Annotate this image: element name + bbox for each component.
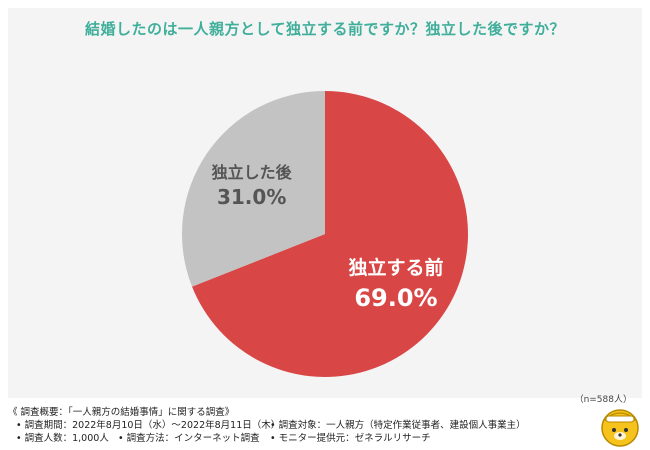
chart-title: 結婚したのは一人親方として独立する前ですか？独立した後ですか？ xyxy=(84,20,566,38)
survey-provider: • モニター提供元：ゼネラルリサーチ xyxy=(270,433,431,444)
sample-size: （n=588人） xyxy=(574,395,632,405)
pie-chart: 独立する前 69.0% 独立した後 31.0% xyxy=(182,91,469,377)
slice-value-2: 31.0% xyxy=(217,185,286,209)
slice-value-1: 69.0% xyxy=(354,284,437,312)
pie-slice-2 xyxy=(182,91,325,287)
slice-label-1: 独立する前 xyxy=(348,256,443,279)
pie-slice-1 xyxy=(192,91,469,377)
survey-period: • 調査期間：2022年8月10日（水）〜2022年8月11日（木） xyxy=(16,420,281,431)
survey-overview: 《 調査概要：「一人親方の結婚事情」に関する調査》 xyxy=(8,407,235,418)
brand-mascot-logo xyxy=(601,409,639,447)
chart-card: 結婚したのは一人親方として独立する前ですか？独立した後ですか？ 独立する前 69.… xyxy=(8,8,642,405)
survey-method: • 調査方法：インターネット調査 xyxy=(118,433,260,444)
survey-target: • 調査対象：一人親方（特定作業従事者、建設個人事業主） xyxy=(270,420,526,431)
survey-count: • 調査人数：1,000人 xyxy=(16,433,109,444)
slice-label-2: 独立した後 xyxy=(212,163,293,182)
